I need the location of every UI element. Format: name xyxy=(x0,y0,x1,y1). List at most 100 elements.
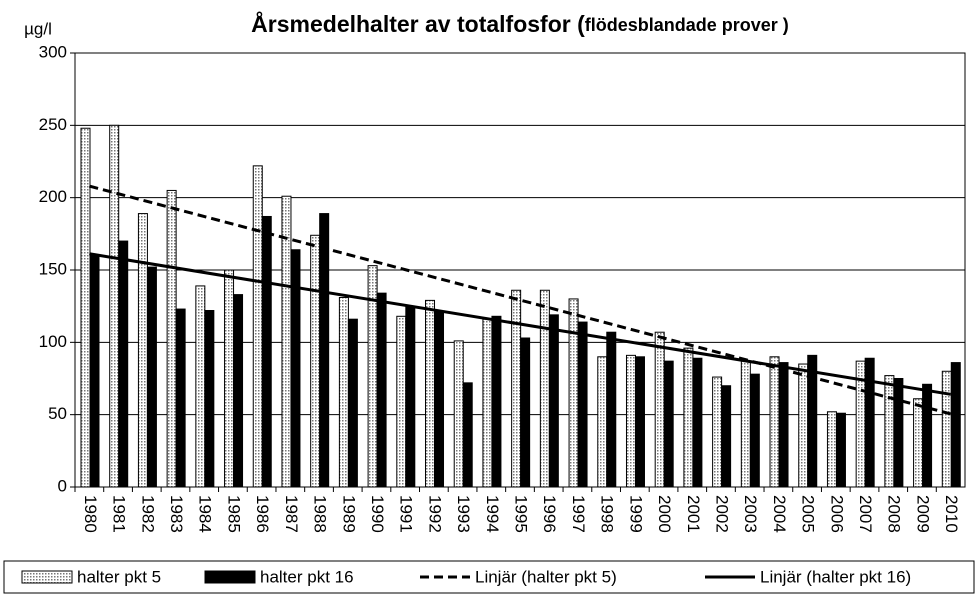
bar xyxy=(884,375,895,488)
x-tick-label: 2003 xyxy=(741,495,760,533)
bar xyxy=(137,213,148,488)
bar xyxy=(597,356,608,488)
trendline xyxy=(89,252,951,396)
bar xyxy=(683,347,694,488)
bar xyxy=(606,331,617,488)
x-tick-label: 1989 xyxy=(339,495,358,533)
y-tick-label: 100 xyxy=(39,332,67,351)
bar xyxy=(922,383,933,488)
bar xyxy=(224,269,235,488)
y-tick-label: 0 xyxy=(58,476,67,495)
bar xyxy=(893,378,904,488)
x-tick-label: 1996 xyxy=(540,495,559,533)
x-tick-label: 2010 xyxy=(942,495,961,533)
bar xyxy=(396,315,407,488)
x-tick-label: 1985 xyxy=(224,495,243,533)
x-tick-label: 1981 xyxy=(110,495,129,533)
bar xyxy=(281,195,292,488)
x-tick-label: 1994 xyxy=(483,495,502,533)
bar xyxy=(511,289,522,488)
legend-label: halter pkt 16 xyxy=(260,567,354,586)
bar xyxy=(252,165,263,488)
bar xyxy=(712,376,723,488)
bar xyxy=(826,411,837,488)
bar xyxy=(89,255,100,488)
title-small: flödesblandade prover ) xyxy=(585,15,789,35)
bar xyxy=(663,360,674,488)
bar xyxy=(195,285,206,488)
x-tick-label: 1987 xyxy=(282,495,301,533)
bar xyxy=(434,311,445,488)
legend-swatch xyxy=(204,570,256,584)
bar xyxy=(798,363,809,488)
x-tick-label: 1993 xyxy=(454,495,473,533)
y-tick-label: 250 xyxy=(39,115,67,134)
bar xyxy=(807,354,818,488)
x-tick-label: 2009 xyxy=(913,495,932,533)
bar xyxy=(625,354,636,488)
x-tick-label: 1991 xyxy=(397,495,416,533)
y-tick-label: 200 xyxy=(39,187,67,206)
x-tick-label: 1982 xyxy=(138,495,157,533)
bar xyxy=(109,124,120,488)
bar xyxy=(146,266,157,488)
bar xyxy=(319,213,330,488)
bar xyxy=(118,240,129,488)
x-tick-label: 1997 xyxy=(569,495,588,533)
bar xyxy=(425,299,436,488)
x-tick-label: 2008 xyxy=(885,495,904,533)
bar xyxy=(204,310,215,488)
bar xyxy=(290,249,301,488)
x-tick-label: 1980 xyxy=(81,495,100,533)
title-main: Årsmedelhalter av totalfosfor ( xyxy=(251,10,585,37)
y-tick-label: 50 xyxy=(48,404,67,423)
bar xyxy=(520,337,531,488)
bar xyxy=(80,127,91,488)
bar xyxy=(577,321,588,488)
bar xyxy=(338,296,349,488)
x-tick-label: 2001 xyxy=(684,495,703,533)
x-tick-label: 1992 xyxy=(425,495,444,533)
bar xyxy=(548,314,559,488)
bar xyxy=(950,362,961,488)
chart-title: Årsmedelhalter av totalfosfor (flödesbla… xyxy=(251,10,789,37)
bar xyxy=(864,357,875,488)
bar xyxy=(692,357,703,488)
legend-swatch xyxy=(21,570,73,584)
x-tick-label: 2000 xyxy=(655,495,674,533)
bar xyxy=(166,189,177,488)
x-tick-label: 1990 xyxy=(368,495,387,533)
legend-label: halter pkt 5 xyxy=(77,567,161,586)
x-tick-label: 1986 xyxy=(253,495,272,533)
x-tick-label: 2002 xyxy=(712,495,731,533)
bar xyxy=(654,331,665,488)
bar xyxy=(261,215,272,488)
bar xyxy=(310,234,321,488)
bar xyxy=(568,298,579,488)
x-tick-label: 2007 xyxy=(856,495,875,533)
x-tick-label: 1999 xyxy=(626,495,645,533)
y-tick-label: 300 xyxy=(39,42,67,61)
bar xyxy=(175,308,186,488)
x-tick-label: 2004 xyxy=(770,495,789,533)
x-tick-label: 1983 xyxy=(167,495,186,533)
bar xyxy=(405,305,416,488)
x-tick-label: 1984 xyxy=(196,495,215,533)
bar xyxy=(913,398,924,488)
bar xyxy=(634,356,645,488)
x-tick-label: 2005 xyxy=(799,495,818,533)
x-tick-label: 2006 xyxy=(827,495,846,533)
legend-label: Linjär (halter pkt 16) xyxy=(760,567,911,586)
bar xyxy=(778,362,789,488)
bar xyxy=(491,315,502,488)
bar xyxy=(749,373,760,488)
x-tick-label: 1988 xyxy=(311,495,330,533)
x-tick-label: 1998 xyxy=(598,495,617,533)
legend-box xyxy=(3,560,975,594)
bar xyxy=(721,385,732,488)
bar xyxy=(462,382,473,488)
bar xyxy=(740,360,751,488)
bar xyxy=(453,340,464,488)
trendline xyxy=(88,184,952,416)
